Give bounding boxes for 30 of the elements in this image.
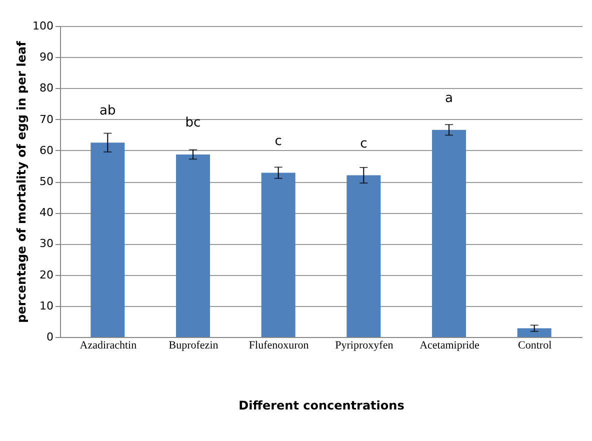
- x-tick-label: Buprofezin: [168, 340, 219, 352]
- x-tick-label: Control: [518, 340, 552, 352]
- y-tick-label: 20: [40, 268, 54, 282]
- bar: [517, 328, 552, 337]
- y-tick-label: 100: [32, 20, 54, 32]
- annotation: ab: [100, 104, 116, 119]
- y-tick-label: 0: [46, 330, 54, 344]
- y-tick-label: 30: [40, 237, 54, 250]
- bar: [176, 154, 210, 337]
- annotation: bc: [185, 115, 201, 130]
- y-tick-label: 40: [40, 206, 54, 220]
- x-tick-label: Acetamipride: [420, 340, 480, 352]
- bar: [90, 142, 125, 337]
- x-tick-label: Flufenoxuron: [248, 340, 310, 352]
- annotation: a: [445, 90, 453, 106]
- annotation: c: [360, 136, 368, 152]
- bar: [432, 130, 466, 337]
- y-axis-title: percentage of mortality of egg in per leaf: [14, 40, 29, 323]
- y-tick-label: 70: [40, 112, 54, 126]
- y-tick-label: 60: [40, 144, 54, 157]
- x-axis-title: Different concentrations: [238, 398, 404, 412]
- bar: [261, 172, 296, 337]
- bar: [346, 175, 381, 337]
- y-tick-label: 10: [40, 299, 54, 312]
- annotation: c: [274, 134, 282, 149]
- y-tick-label: 50: [40, 175, 54, 188]
- x-tick-label: Azadirachtin: [80, 340, 138, 352]
- y-tick-label: 90: [40, 50, 54, 64]
- y-tick-label: 80: [40, 82, 54, 95]
- x-tick-label: Pyriproxyfen: [335, 340, 394, 352]
